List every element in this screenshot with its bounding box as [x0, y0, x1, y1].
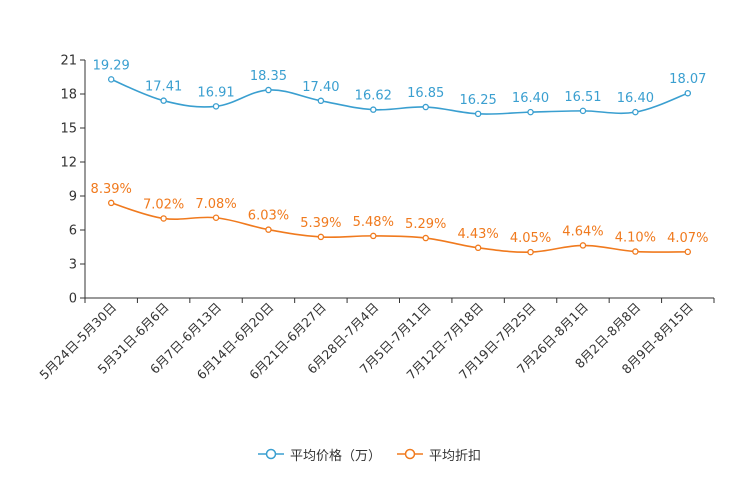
data-label-discount: 5.29% — [405, 217, 446, 232]
data-point-price[interactable] — [317, 97, 325, 105]
y-tick-label: 0 — [69, 292, 77, 307]
data-point-discount[interactable] — [265, 226, 272, 233]
data-label-price: 16.91 — [197, 85, 234, 100]
data-point-discount[interactable] — [579, 242, 587, 249]
y-tick-label: 18 — [60, 88, 77, 103]
data-label-discount: 5.48% — [353, 215, 394, 230]
legend-item-price[interactable]: 平均价格（万） — [258, 445, 381, 464]
data-label-price: 17.40 — [302, 80, 339, 95]
data-label-discount: 7.02% — [143, 197, 184, 212]
data-label-discount: 4.07% — [667, 231, 708, 246]
legend-label-price: 平均价格（万） — [290, 448, 382, 464]
data-label-price: 16.40 — [512, 91, 549, 106]
data-label-price: 16.40 — [617, 91, 654, 106]
y-tick-label: 21 — [60, 54, 77, 69]
legend: 平均价格（万） 平均折扣 — [258, 444, 481, 464]
data-point-price[interactable] — [632, 108, 639, 116]
y-tick-label: 3 — [69, 258, 77, 273]
data-label-price: 18.07 — [669, 72, 706, 87]
data-point-price[interactable] — [474, 110, 482, 118]
data-point-price[interactable] — [160, 97, 167, 104]
y-tick-label: 6 — [69, 224, 77, 239]
line-chart: 0369121518215月24日-5月30日5月31日-6月6日6月7日-6月… — [36, 54, 715, 382]
series-line-discount — [110, 202, 688, 253]
data-point-price[interactable] — [212, 103, 220, 110]
data-point-discount[interactable] — [632, 248, 639, 255]
data-label-price: 19.29 — [93, 58, 130, 73]
data-point-discount[interactable] — [212, 214, 220, 222]
data-point-discount[interactable] — [370, 232, 377, 240]
data-label-price: 16.51 — [564, 90, 601, 105]
data-label-discount: 7.08% — [195, 197, 236, 212]
data-label-price: 16.62 — [355, 89, 392, 104]
data-label-discount: 4.10% — [615, 231, 656, 246]
data-label-discount: 4.43% — [457, 227, 498, 242]
data-point-price[interactable] — [370, 106, 377, 113]
legend-label-discount: 平均折扣 — [429, 448, 482, 464]
data-label-discount: 4.64% — [562, 224, 603, 239]
data-point-discount[interactable] — [422, 234, 429, 242]
data-point-discount[interactable] — [684, 248, 692, 256]
data-label-discount: 5.39% — [300, 216, 341, 231]
data-label-discount: 6.03% — [248, 209, 289, 224]
legend-item-discount[interactable]: 平均折扣 — [397, 445, 481, 464]
legend-marker-discount-icon — [397, 448, 424, 460]
legend-marker-price-icon — [258, 448, 284, 460]
data-label-discount: 4.05% — [510, 231, 551, 246]
data-label-price: 18.35 — [250, 69, 287, 84]
data-point-price[interactable] — [107, 76, 115, 83]
data-label-price: 16.85 — [407, 86, 444, 101]
y-tick-label: 9 — [69, 190, 77, 205]
series-line-price — [110, 78, 689, 115]
data-label-price: 16.25 — [460, 93, 497, 108]
data-point-price[interactable] — [579, 107, 587, 115]
data-label-discount: 8.39% — [91, 182, 132, 197]
y-tick-label: 15 — [60, 122, 77, 137]
data-point-discount[interactable] — [527, 248, 534, 256]
data-point-price[interactable] — [684, 89, 692, 97]
data-point-discount[interactable] — [317, 233, 325, 241]
data-point-price[interactable] — [265, 86, 272, 94]
y-tick-label: 12 — [60, 156, 77, 171]
data-label-price: 17.41 — [145, 80, 182, 95]
data-point-discount[interactable] — [107, 199, 115, 207]
data-point-discount[interactable] — [160, 215, 167, 222]
data-point-price[interactable] — [527, 108, 534, 116]
data-point-price[interactable] — [422, 103, 429, 111]
data-point-discount[interactable] — [474, 244, 482, 252]
